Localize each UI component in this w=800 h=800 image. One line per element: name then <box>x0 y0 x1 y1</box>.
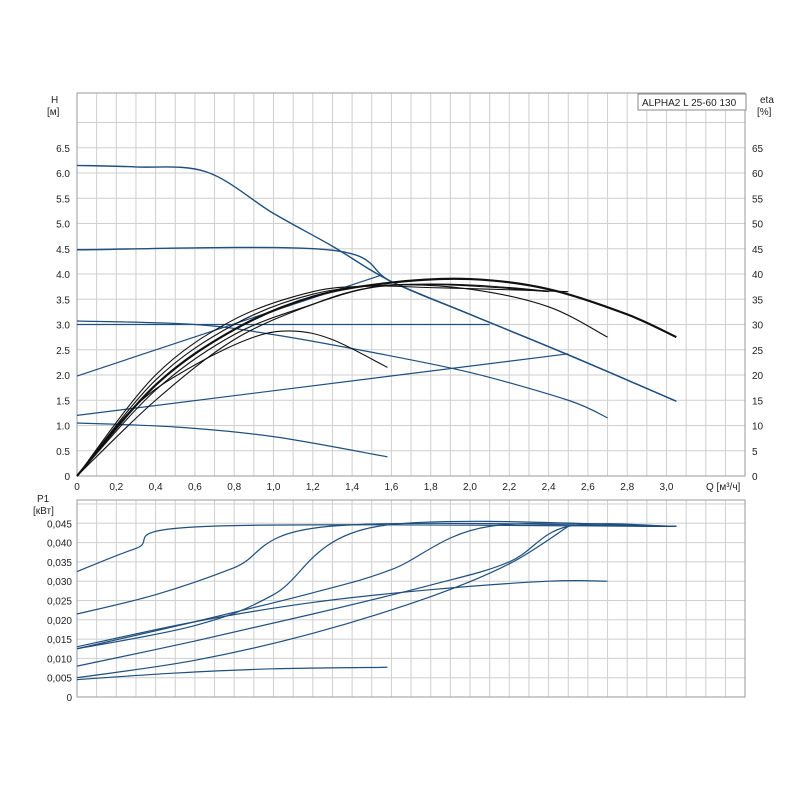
y2-tick-label: 15 <box>752 396 764 407</box>
y2-tick-label: 0 <box>752 472 758 483</box>
tick-labels: 0 0,2 0,4 0,6 0,8 1,0 1,2 1,4 1,6 1,8 2,0 2,2 2,4 2,6… <box>47 144 764 704</box>
y-tick-label: 4.5 <box>56 245 70 256</box>
y2-tick-label: 50 <box>752 220 764 231</box>
power-curve <box>76 666 388 681</box>
efficiency-curve <box>76 284 608 477</box>
power-curve <box>76 524 677 573</box>
y-tick-label: 4.0 <box>56 270 70 281</box>
y-left-label-name: H <box>51 95 58 106</box>
power-curve <box>76 523 677 667</box>
lower-plot-frame <box>76 499 746 698</box>
head-curve <box>76 320 608 419</box>
power-label-name: P1 <box>37 494 50 505</box>
y-tick-label: 2.5 <box>56 346 70 357</box>
x-tick-label: 1,8 <box>424 482 438 493</box>
power-curve <box>76 579 608 648</box>
y2-tick-label: 25 <box>752 346 764 357</box>
power-tick-label: 0,010 <box>47 654 72 665</box>
power-tick-label: 0,030 <box>47 577 72 588</box>
y-tick-label: 5.0 <box>56 220 70 231</box>
y2-tick-label: 40 <box>752 270 764 281</box>
power-tick-label: 0 <box>66 693 72 704</box>
power-label-unit: [кВт] <box>33 506 54 517</box>
y2-tick-label: 5 <box>752 447 758 458</box>
power-tick-label: 0,040 <box>47 539 72 550</box>
x-tick-label: 0,8 <box>227 482 241 493</box>
x-tick-label: 1,2 <box>306 482 320 493</box>
y-tick-label: 6.5 <box>56 144 70 155</box>
efficiency-curve <box>76 330 388 477</box>
efficiency-curve <box>76 285 569 477</box>
y-tick-label: 1.5 <box>56 396 70 407</box>
y2-tick-label: 30 <box>752 321 764 332</box>
y-tick-label: 0 <box>64 472 70 483</box>
y2-tick-label: 65 <box>752 144 764 155</box>
head-curve <box>76 422 388 458</box>
efficiency-curve <box>76 277 677 477</box>
y-tick-label: 5.5 <box>56 194 70 205</box>
x-tick-label: 2,6 <box>581 482 595 493</box>
x-tick-label: 2,4 <box>542 482 556 493</box>
y-tick-label: 6.0 <box>56 169 70 180</box>
power-tick-label: 0,025 <box>47 597 72 608</box>
x-tick-label: 1,0 <box>267 482 281 493</box>
power-tick-label: 0,035 <box>47 558 72 569</box>
x-tick-label: 0 <box>74 482 80 493</box>
y2-tick-label: 55 <box>752 194 764 205</box>
y-tick-label: 3.0 <box>56 321 70 332</box>
upper-plot-frame <box>76 92 746 477</box>
y2-tick-label: 20 <box>752 371 764 382</box>
lower-grid <box>77 500 745 697</box>
x-tick-label: 2,2 <box>502 482 516 493</box>
head-curve <box>76 353 569 416</box>
y-right-label-name: eta <box>760 95 774 106</box>
chart-title: ALPHA2 L 25-60 130 <box>642 98 737 109</box>
y-tick-label: 0.5 <box>56 447 70 458</box>
x-axis-label: Q [м³/ч] <box>706 482 741 493</box>
power-tick-label: 0,015 <box>47 635 72 646</box>
x-tick-label: 2,0 <box>463 482 477 493</box>
x-tick-label: 0,4 <box>149 482 163 493</box>
x-tick-label: 1,6 <box>384 482 398 493</box>
y2-tick-label: 35 <box>752 295 764 306</box>
x-tick-label: 3,0 <box>660 482 674 493</box>
y-right-label-unit: [%] <box>757 107 772 118</box>
y-tick-label: 1.0 <box>56 422 70 433</box>
power-tick-label: 0,020 <box>47 616 72 627</box>
y2-tick-label: 10 <box>752 422 764 433</box>
y2-tick-label: 45 <box>752 245 764 256</box>
y-tick-label: 2.0 <box>56 371 70 382</box>
x-tick-label: 0,2 <box>109 482 123 493</box>
x-tick-label: 2,8 <box>620 482 634 493</box>
upper-grid <box>77 93 745 476</box>
x-tick-label: 0,6 <box>188 482 202 493</box>
power-tick-label: 0,045 <box>47 519 72 530</box>
head-curve <box>76 246 677 402</box>
lower-curves <box>76 520 677 681</box>
title-box <box>637 93 747 111</box>
power-tick-label: 0,005 <box>47 674 72 685</box>
efficiency-curve <box>76 283 549 477</box>
y-tick-label: 3.5 <box>56 295 70 306</box>
y-left-label-unit: [м] <box>47 107 60 118</box>
power-curve <box>76 525 569 679</box>
power-curve <box>76 520 677 650</box>
x-tick-label: 1,4 <box>345 482 359 493</box>
power-curve <box>76 522 677 650</box>
y2-tick-label: 60 <box>752 169 764 180</box>
upper-curves <box>76 164 677 477</box>
